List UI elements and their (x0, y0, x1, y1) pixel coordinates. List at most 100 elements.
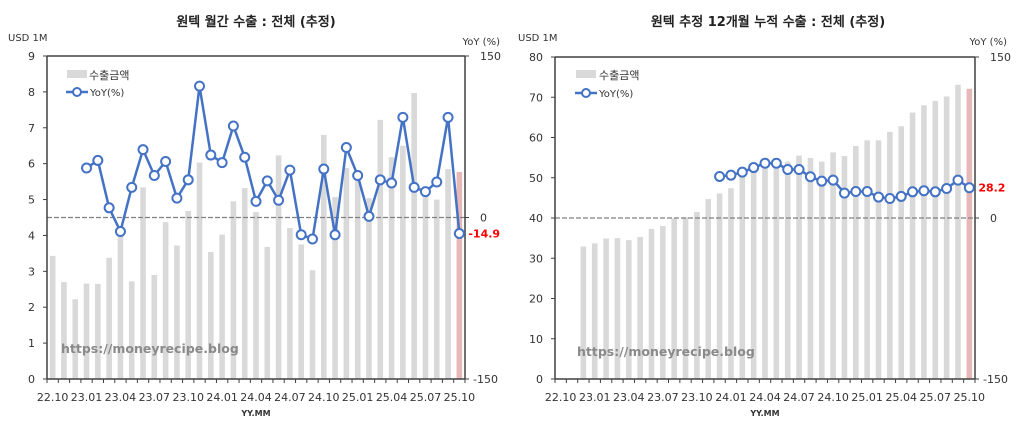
y-tick-label: 20 (529, 293, 543, 306)
y2-tick-label: -150 (983, 373, 1008, 386)
yoy-marker (895, 190, 907, 202)
chart-title: 원텍 추정 12개월 누적 수출 : 전체 (추정) (651, 14, 885, 30)
x-tick-label: 24.04 (240, 391, 272, 404)
bar (264, 246, 271, 379)
bar (106, 257, 112, 379)
yoy-marker (171, 192, 183, 204)
y-tick-label: 3 (28, 265, 35, 278)
x-tick-label: 24.10 (817, 391, 849, 404)
y-tick-label: 8 (28, 86, 35, 99)
x-axis-label: YY.MM (240, 409, 270, 418)
yoy-marker (453, 228, 465, 240)
bar-latest (966, 88, 973, 380)
yoy-marker (386, 177, 398, 189)
x-tick-label: 23.01 (579, 391, 611, 404)
yoy-marker (419, 186, 431, 198)
bar (796, 155, 802, 379)
yoy-marker (114, 225, 126, 237)
y-tick-label: 0 (28, 373, 35, 386)
bar (208, 251, 214, 379)
bar (309, 270, 316, 379)
bar (230, 201, 237, 379)
chart-title: 원텍 월간 수출 : 전체 (추정) (176, 14, 335, 30)
bar (818, 161, 825, 379)
y-tick-label: 0 (536, 373, 543, 386)
yoy-marker (352, 170, 364, 182)
yoy-marker (952, 174, 964, 186)
plot-area: 0 10 20 30 40 50 60 70 80 -150 0 150 22.10 23.01 23.04… (529, 51, 1011, 404)
x-tick-label: 22.10 (545, 391, 577, 404)
bar (253, 212, 259, 379)
bar (275, 155, 282, 379)
yoy-marker (273, 194, 285, 206)
yoy-marker (759, 157, 771, 169)
bar (932, 100, 939, 379)
bar (898, 126, 905, 379)
yoy-marker (295, 229, 307, 241)
latest-yoy-label: 28.2 (978, 182, 1005, 195)
x-tick-label: 25.10 (954, 391, 986, 404)
latest-yoy-label: -14.9 (468, 228, 500, 241)
x-tick-label: 23.04 (613, 391, 645, 404)
yoy-marker (81, 162, 93, 174)
bar (773, 165, 780, 379)
y2-tick-label: 150 (990, 51, 1011, 64)
y2-tick-label: 0 (990, 212, 997, 225)
yoy-marker (194, 80, 206, 92)
legend-line-label: YoY(%) (89, 88, 124, 99)
bar (875, 140, 882, 379)
bar (185, 211, 192, 379)
yoy-marker (804, 171, 816, 183)
bar (637, 236, 643, 379)
bar (955, 84, 961, 380)
bar (49, 255, 56, 379)
yoy-marker (884, 192, 896, 204)
bar (377, 119, 384, 379)
legend-bar-swatch (67, 70, 87, 78)
bar (366, 198, 372, 379)
bar (95, 283, 101, 379)
left-axis-unit: USD 1M (8, 33, 48, 44)
yoy-marker (329, 229, 341, 241)
bar (921, 105, 927, 380)
bar (320, 134, 327, 379)
bar (853, 145, 859, 379)
bar (580, 246, 587, 379)
y-tick-label: 7 (28, 122, 35, 135)
bar (174, 245, 180, 379)
yoy-marker (182, 174, 194, 186)
bar (625, 240, 632, 379)
bar (332, 197, 338, 379)
bar (61, 282, 67, 379)
bar (694, 211, 700, 379)
yoy-marker (929, 186, 941, 198)
x-tick-label: 23.04 (105, 391, 137, 404)
bar (411, 92, 417, 380)
x-tick-label: 23.10 (172, 391, 204, 404)
y2-tick-label: 150 (480, 50, 501, 63)
y2-tick-label: -150 (473, 373, 498, 386)
yoy-marker (827, 174, 839, 186)
yoy-marker (918, 185, 930, 197)
y-tick-label: 1 (28, 337, 35, 350)
yoy-marker (963, 182, 975, 194)
x-tick-label: 25.04 (376, 391, 408, 404)
yoy-marker (340, 142, 352, 154)
bar (343, 167, 350, 379)
x-tick-label: 24.01 (715, 391, 747, 404)
yoy-marker (907, 186, 919, 198)
y-tick-label: 50 (529, 172, 543, 185)
bar (287, 227, 293, 379)
yoy-marker (850, 185, 862, 197)
bar (682, 217, 689, 379)
bar (887, 131, 893, 379)
bar (400, 145, 406, 379)
yoy-marker (250, 195, 262, 207)
yoy-marker (714, 170, 726, 182)
yoy-marker (148, 170, 160, 182)
y-tick-label: 5 (28, 194, 35, 207)
bar (591, 243, 598, 379)
bar (298, 244, 304, 379)
x-tick-label: 23.10 (681, 391, 713, 404)
bar (671, 218, 677, 379)
